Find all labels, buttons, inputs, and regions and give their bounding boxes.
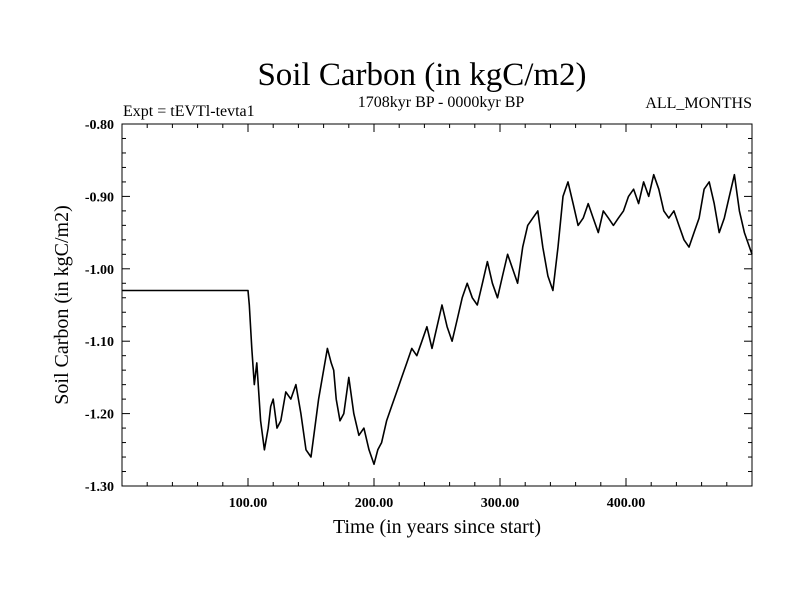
chart-title: Soil Carbon (in kgC/m2) <box>257 57 586 93</box>
y-tick-label: -1.30 <box>85 480 114 495</box>
y-tick-label: -1.10 <box>85 335 114 350</box>
x-tick-label: 200.00 <box>355 496 394 511</box>
x-tick-labels: 100.00 200.00 300.00 400.00 <box>229 496 646 511</box>
months-label: ALL_MONTHS <box>645 95 752 112</box>
x-tick-label: 300.00 <box>481 496 520 511</box>
y-tick-labels: -0.80 -0.90 -1.00 -1.10 -1.20 -1.30 <box>85 118 114 495</box>
axis-ticks <box>122 123 752 487</box>
y-tick-label: -0.80 <box>85 118 114 133</box>
x-tick-label: 100.00 <box>229 496 268 511</box>
x-axis-label: Time (in years since start) <box>333 516 541 538</box>
y-tick-label: -1.20 <box>85 408 114 423</box>
plot-frame <box>121 123 753 487</box>
x-tick-label: 400.00 <box>607 496 646 511</box>
y-axis-label: Soil Carbon (in kgC/m2) <box>51 205 73 404</box>
chart-subtitle: 1708kyr BP - 0000kyr BP <box>358 94 525 111</box>
y-tick-label: -0.90 <box>85 190 114 205</box>
series-line <box>122 173 753 466</box>
y-tick-label: -1.00 <box>85 263 114 278</box>
experiment-label: Expt = tEVTl-tevta1 <box>123 103 255 120</box>
